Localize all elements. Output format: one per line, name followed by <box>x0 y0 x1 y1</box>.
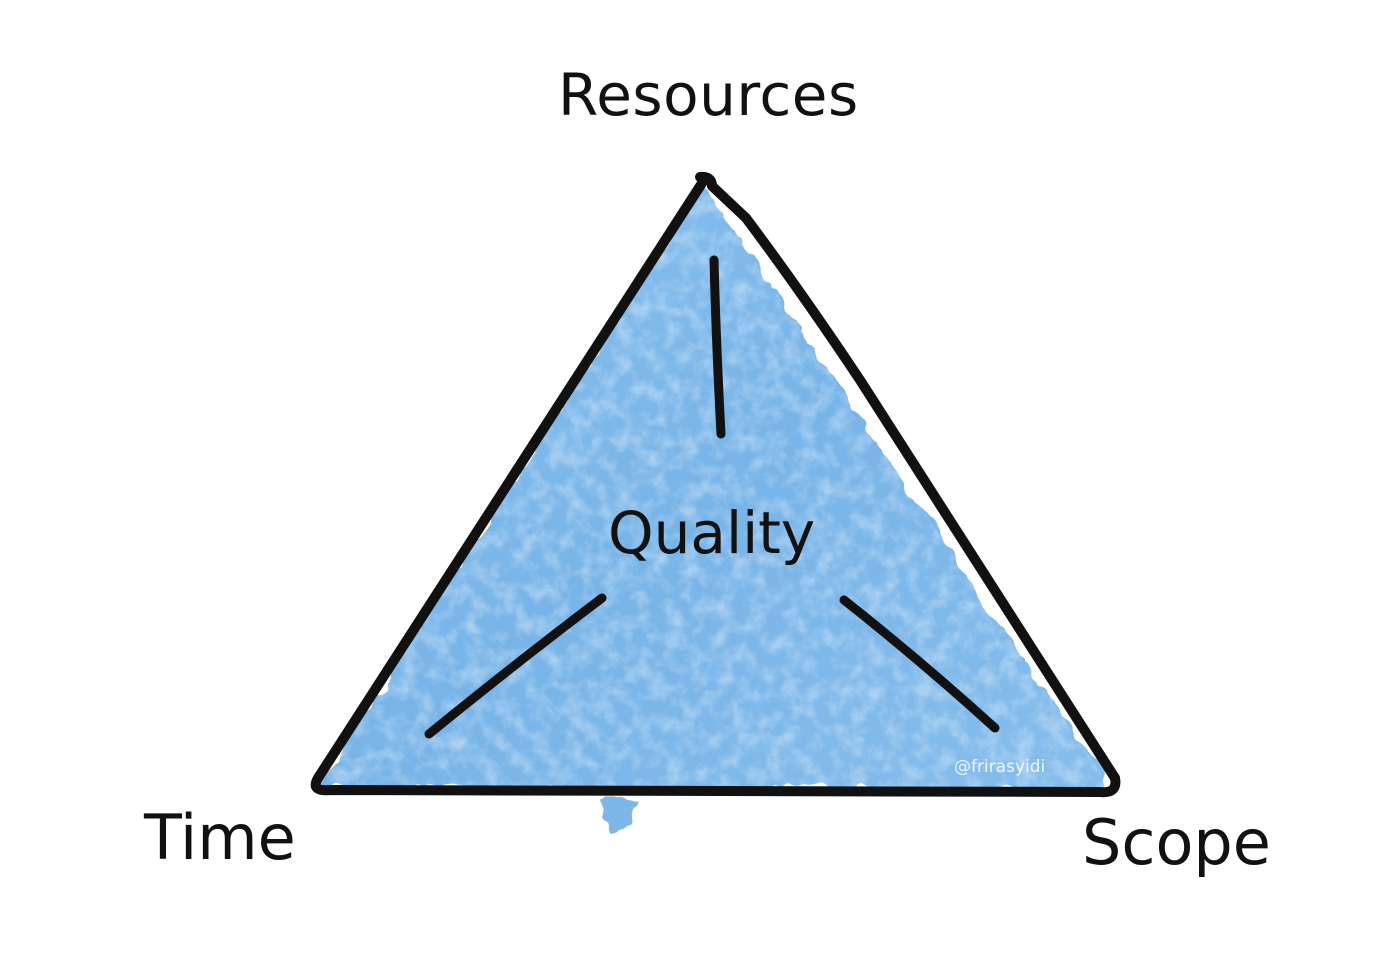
quality-label: Quality <box>608 499 816 567</box>
left-divider-line <box>424 593 607 739</box>
top-divider-line <box>709 255 726 439</box>
triangle-texture <box>318 186 1112 790</box>
time-label: Time <box>144 801 296 874</box>
scope-label: Scope <box>1082 806 1271 879</box>
right-divider-line <box>839 595 1000 733</box>
watermark-text: @frirasyidi <box>954 757 1046 777</box>
triangle-fill-blob <box>600 800 640 835</box>
resources-label: Resources <box>558 61 859 129</box>
triangle-outline <box>310 171 1121 798</box>
